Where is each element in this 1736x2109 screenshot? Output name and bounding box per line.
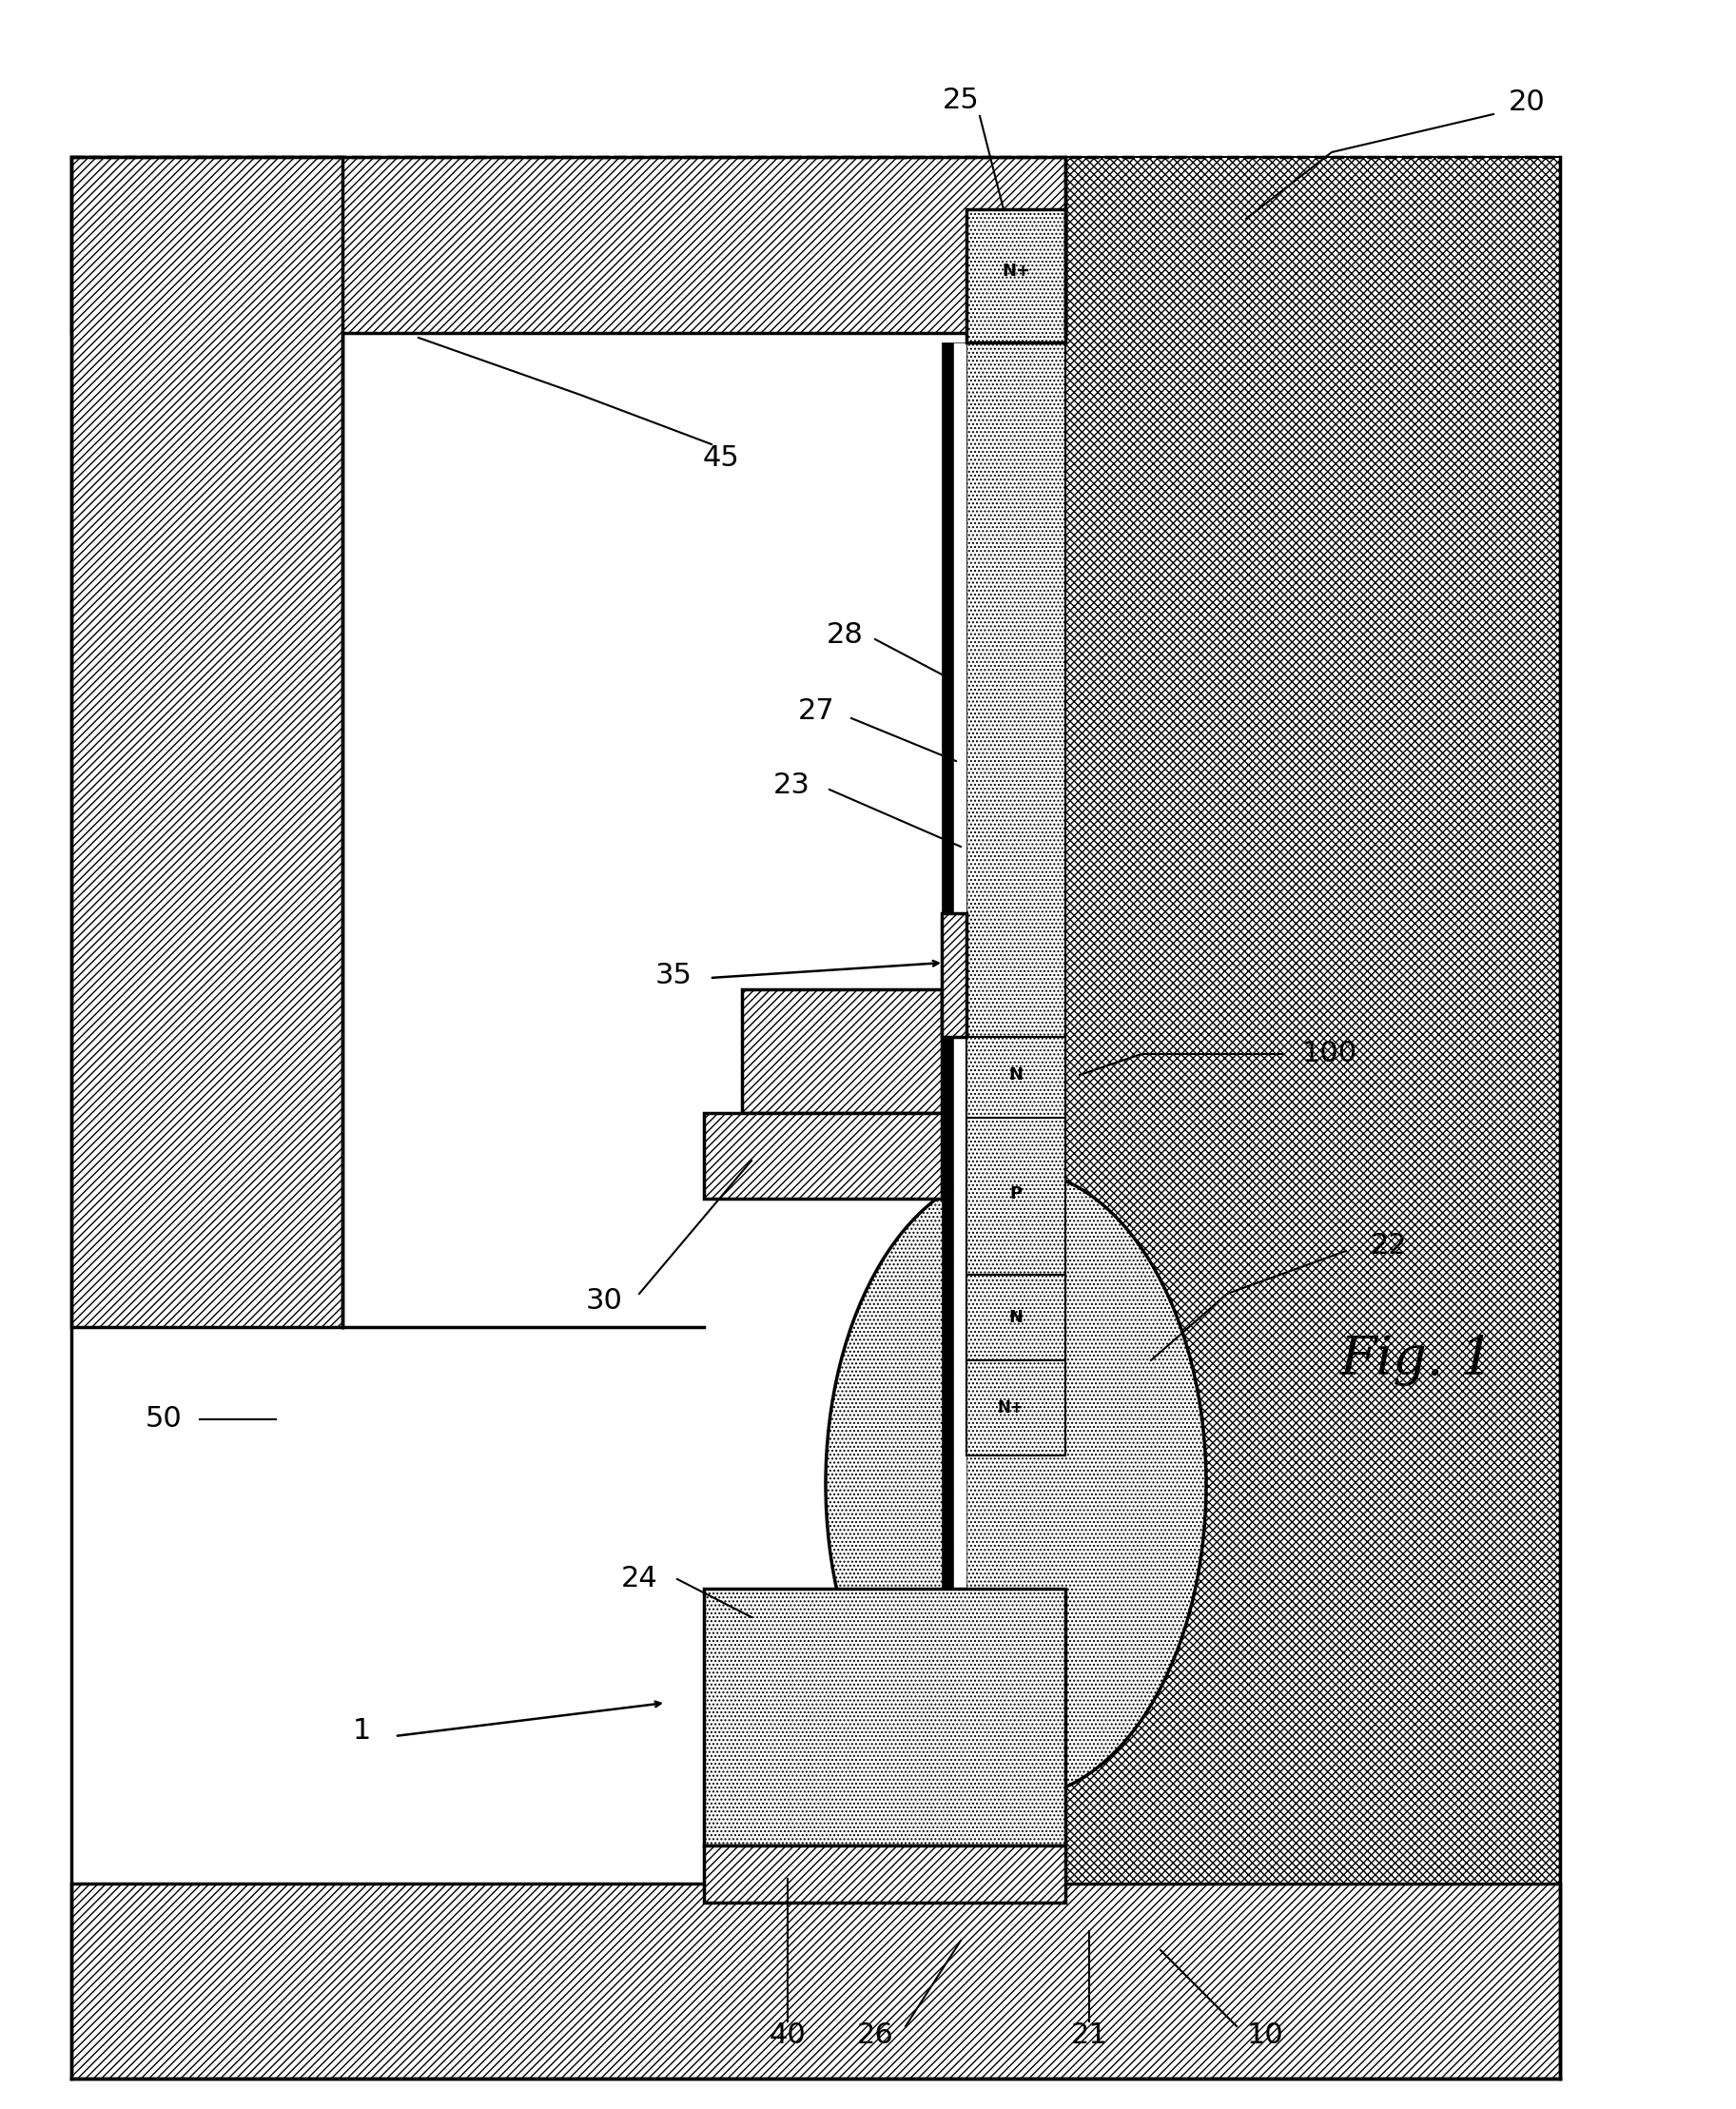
Text: 28: 28 [826, 622, 863, 650]
Text: 40: 40 [769, 2023, 806, 2050]
Bar [71, 156, 342, 1327]
Text: 30: 30 [585, 1289, 623, 1316]
Text: N: N [1009, 1310, 1023, 1327]
Bar [1066, 156, 1561, 1883]
Text: Fig. 1: Fig. 1 [1340, 1335, 1495, 1386]
Bar [967, 209, 1066, 342]
Bar [967, 1118, 1066, 1274]
Bar [953, 342, 967, 1883]
Text: 35: 35 [654, 962, 693, 989]
Ellipse shape [826, 1170, 1207, 1799]
Bar [703, 1114, 941, 1198]
Text: 24: 24 [621, 1565, 658, 1592]
Text: 27: 27 [799, 698, 835, 725]
Text: 10: 10 [1246, 2023, 1283, 2050]
Text: 20: 20 [1509, 89, 1545, 116]
Bar [967, 1360, 1066, 1455]
Bar [941, 913, 967, 1038]
Text: P: P [1010, 1185, 1023, 1202]
Text: N+: N+ [996, 1400, 1024, 1417]
Text: 25: 25 [943, 86, 979, 114]
Text: N+: N+ [1002, 262, 1029, 280]
Bar [71, 1883, 1561, 2079]
Bar [941, 342, 953, 1883]
Bar [967, 1274, 1066, 1360]
Text: N: N [1009, 1067, 1023, 1084]
Bar [741, 989, 941, 1114]
Text: 23: 23 [773, 772, 811, 799]
Bar [703, 1845, 1066, 1902]
Text: 100: 100 [1302, 1040, 1358, 1067]
Bar [703, 1588, 1066, 1845]
Bar [967, 1038, 1066, 1118]
Text: 50: 50 [146, 1405, 182, 1434]
Text: 45: 45 [703, 445, 740, 472]
Text: 26: 26 [856, 2023, 894, 2050]
Bar [71, 156, 1066, 333]
Text: 22: 22 [1370, 1232, 1408, 1259]
Text: 1: 1 [352, 1717, 372, 1744]
Bar [967, 342, 1066, 1883]
Text: 21: 21 [1071, 2023, 1108, 2050]
